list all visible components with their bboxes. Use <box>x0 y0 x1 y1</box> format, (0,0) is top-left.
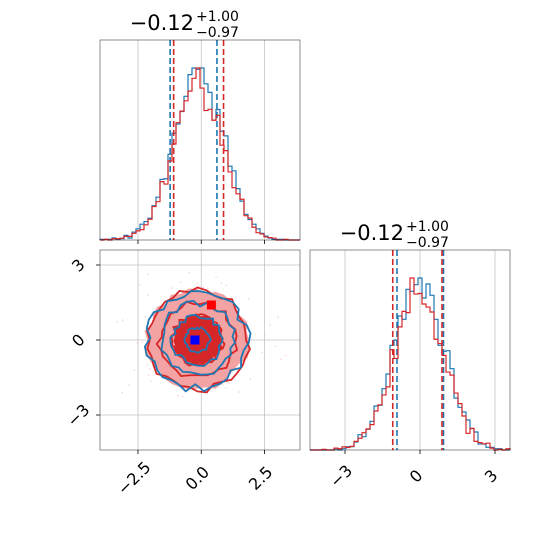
scatter-point <box>146 273 149 276</box>
contour-frame <box>99 249 301 451</box>
contour-line-series-a-2 <box>169 313 224 367</box>
scatter-point <box>133 369 135 371</box>
scatter-point <box>249 378 252 380</box>
scatter-point <box>269 324 271 326</box>
scatter-point <box>138 284 141 286</box>
scatter-point <box>220 282 223 284</box>
scatter-point <box>180 281 182 284</box>
histogram-panel-top-left: −0.12 +1.00−0.97 <box>99 9 301 244</box>
scatter-point <box>150 380 152 383</box>
scatter-point <box>144 316 146 318</box>
scatter-point <box>228 382 230 384</box>
scatter-point <box>182 395 184 397</box>
contour-line-series-a-1 <box>160 299 237 376</box>
marker-0 <box>206 300 216 310</box>
scatter-point <box>116 321 118 323</box>
hist-bottom-right-title-value: −0.12 <box>340 221 404 245</box>
hist-bottom-right-frame <box>309 249 511 451</box>
hist-top-left-frame <box>99 39 301 241</box>
scatter-point <box>121 319 124 321</box>
scatter-point <box>177 394 179 397</box>
scatter-point <box>171 287 173 289</box>
scatter-point <box>148 374 150 376</box>
scatter-point <box>284 354 287 357</box>
scatter-point <box>224 387 227 390</box>
scatter-point <box>202 286 204 288</box>
hist-bottom-right-xtick-label-0: −3 <box>326 461 356 491</box>
contour-ytick-label-2: −3 <box>63 400 93 430</box>
scatter-point <box>149 368 151 370</box>
scatter-point <box>188 272 190 274</box>
hist-top-left-title-lower: −0.97 <box>196 25 239 41</box>
scatter-point <box>277 316 279 318</box>
scatter-point <box>136 342 138 344</box>
hist-top-left-series-1-histogram <box>100 67 300 241</box>
histogram-panel-bottom-right: −0.12 +1.00−0.97 −3 0 3 <box>309 219 511 491</box>
scatter-point <box>146 364 148 366</box>
scatter-point <box>191 287 193 289</box>
contour-xtick-label-2: 2.5 <box>245 462 276 493</box>
scatter-point <box>221 384 224 386</box>
contour-line-series-a-3 <box>183 325 212 354</box>
scatter-point <box>225 284 228 287</box>
scatter-point <box>141 341 144 344</box>
marker-1 <box>190 335 200 345</box>
contour-xtick-label-0: −2.5 <box>114 458 155 499</box>
scatter-point <box>264 333 266 336</box>
hist-top-left-series-0-histogram <box>99 67 300 241</box>
scatter-point <box>215 276 217 278</box>
hist-top-left-title-upper: +1.00 <box>196 9 239 25</box>
scatter-point <box>207 288 209 290</box>
scatter-point <box>274 345 277 347</box>
hist-bottom-right-xtick-label-1: 0 <box>406 466 427 487</box>
hist-bottom-right-title-upper: +1.00 <box>406 219 449 235</box>
hist-bottom-right-series-1-histogram <box>310 277 511 451</box>
contour-line-series-a-0 <box>143 290 252 393</box>
hist-bottom-right-title-lower: −0.97 <box>406 235 449 251</box>
scatter-point <box>261 351 263 354</box>
scatter-point <box>248 298 250 300</box>
contour-xtick-label-1: 0.0 <box>182 462 213 493</box>
scatter-point <box>128 384 130 386</box>
scatter-point <box>280 358 282 360</box>
scatter-point <box>121 391 123 394</box>
scatter-point <box>137 324 139 326</box>
scatter-point <box>238 391 240 393</box>
scatter-point <box>196 282 198 285</box>
hist-bottom-right-xtick-label-2: 3 <box>481 466 502 487</box>
hist-top-left-title-value: −0.12 <box>130 11 194 35</box>
contour-ytick-label-0: 3 <box>68 255 89 276</box>
scatter-point <box>147 294 149 296</box>
contour-panel-bottom-left: −2.5 0.0 2.5 3 0 −3 <box>63 249 301 499</box>
contour-ytick-label-1: 0 <box>68 330 89 351</box>
